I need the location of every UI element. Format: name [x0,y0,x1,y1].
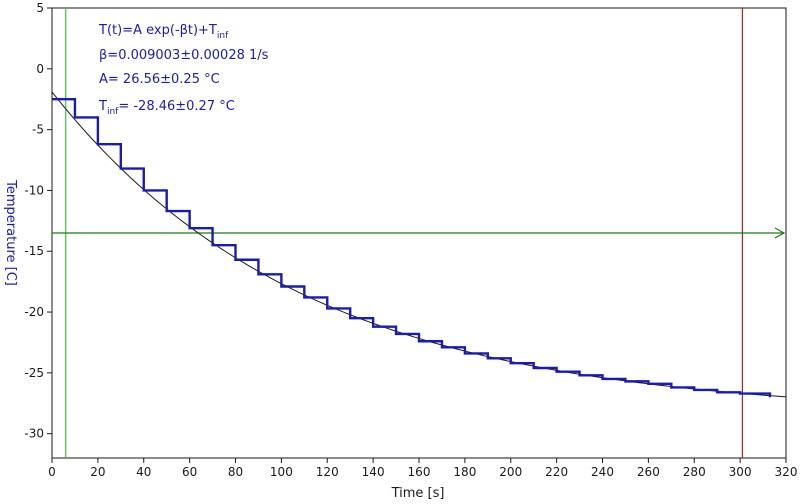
y-tick-label: -30 [24,427,44,441]
y-tick-label: -20 [24,305,44,319]
y-ticks: 5 0 -5 -10 -15 -20 -25 -30 [24,1,52,441]
x-tick-label: 200 [499,465,522,479]
y-tick-label: 5 [36,1,44,15]
x-tick-label: 40 [136,465,151,479]
x-tick-label: 60 [182,465,197,479]
x-tick-label: 20 [90,465,105,479]
y-tick-label: -25 [24,366,44,380]
fit-model-text: T(t)=A exp(-βt)+Tinf [98,23,229,41]
fit-annotation: T(t)=A exp(-βt)+Tinf β=0.009003±0.00028 … [98,23,269,117]
y-tick-label: -15 [24,244,44,258]
x-tick-label: 120 [316,465,339,479]
x-tick-label: 300 [729,465,752,479]
y-tick-label: 0 [36,62,44,76]
data-series-line [52,98,772,398]
x-tick-label: 80 [228,465,243,479]
x-tick-label: 160 [408,465,431,479]
fit-a-text: A= 26.56±0.25 °C [99,72,220,87]
x-axis-title: Time [s] [391,486,445,501]
horizontal-cursor-arrow-icon[interactable] [774,227,786,239]
x-tick-label: 220 [545,465,568,479]
x-tick-label: 140 [362,465,385,479]
x-tick-label: 100 [270,465,293,479]
fit-beta-text: β=0.009003±0.00028 1/s [99,48,269,63]
x-tick-label: 180 [453,465,476,479]
x-tick-label: 0 [48,465,56,479]
x-tick-label: 260 [637,465,660,479]
fit-tinf-text: Tinf= -28.46±0.27 °C [98,99,235,117]
x-ticks: 0 20 40 60 80 100 120 140 160 180 200 220 240 260 280 3… [48,458,797,479]
x-tick-label: 280 [683,465,706,479]
y-axis-title: Temperature [C] [3,179,18,286]
y-tick-label: -10 [24,183,44,197]
x-tick-label: 320 [775,465,798,479]
x-tick-label: 240 [591,465,614,479]
y-tick-label: -5 [32,123,44,137]
